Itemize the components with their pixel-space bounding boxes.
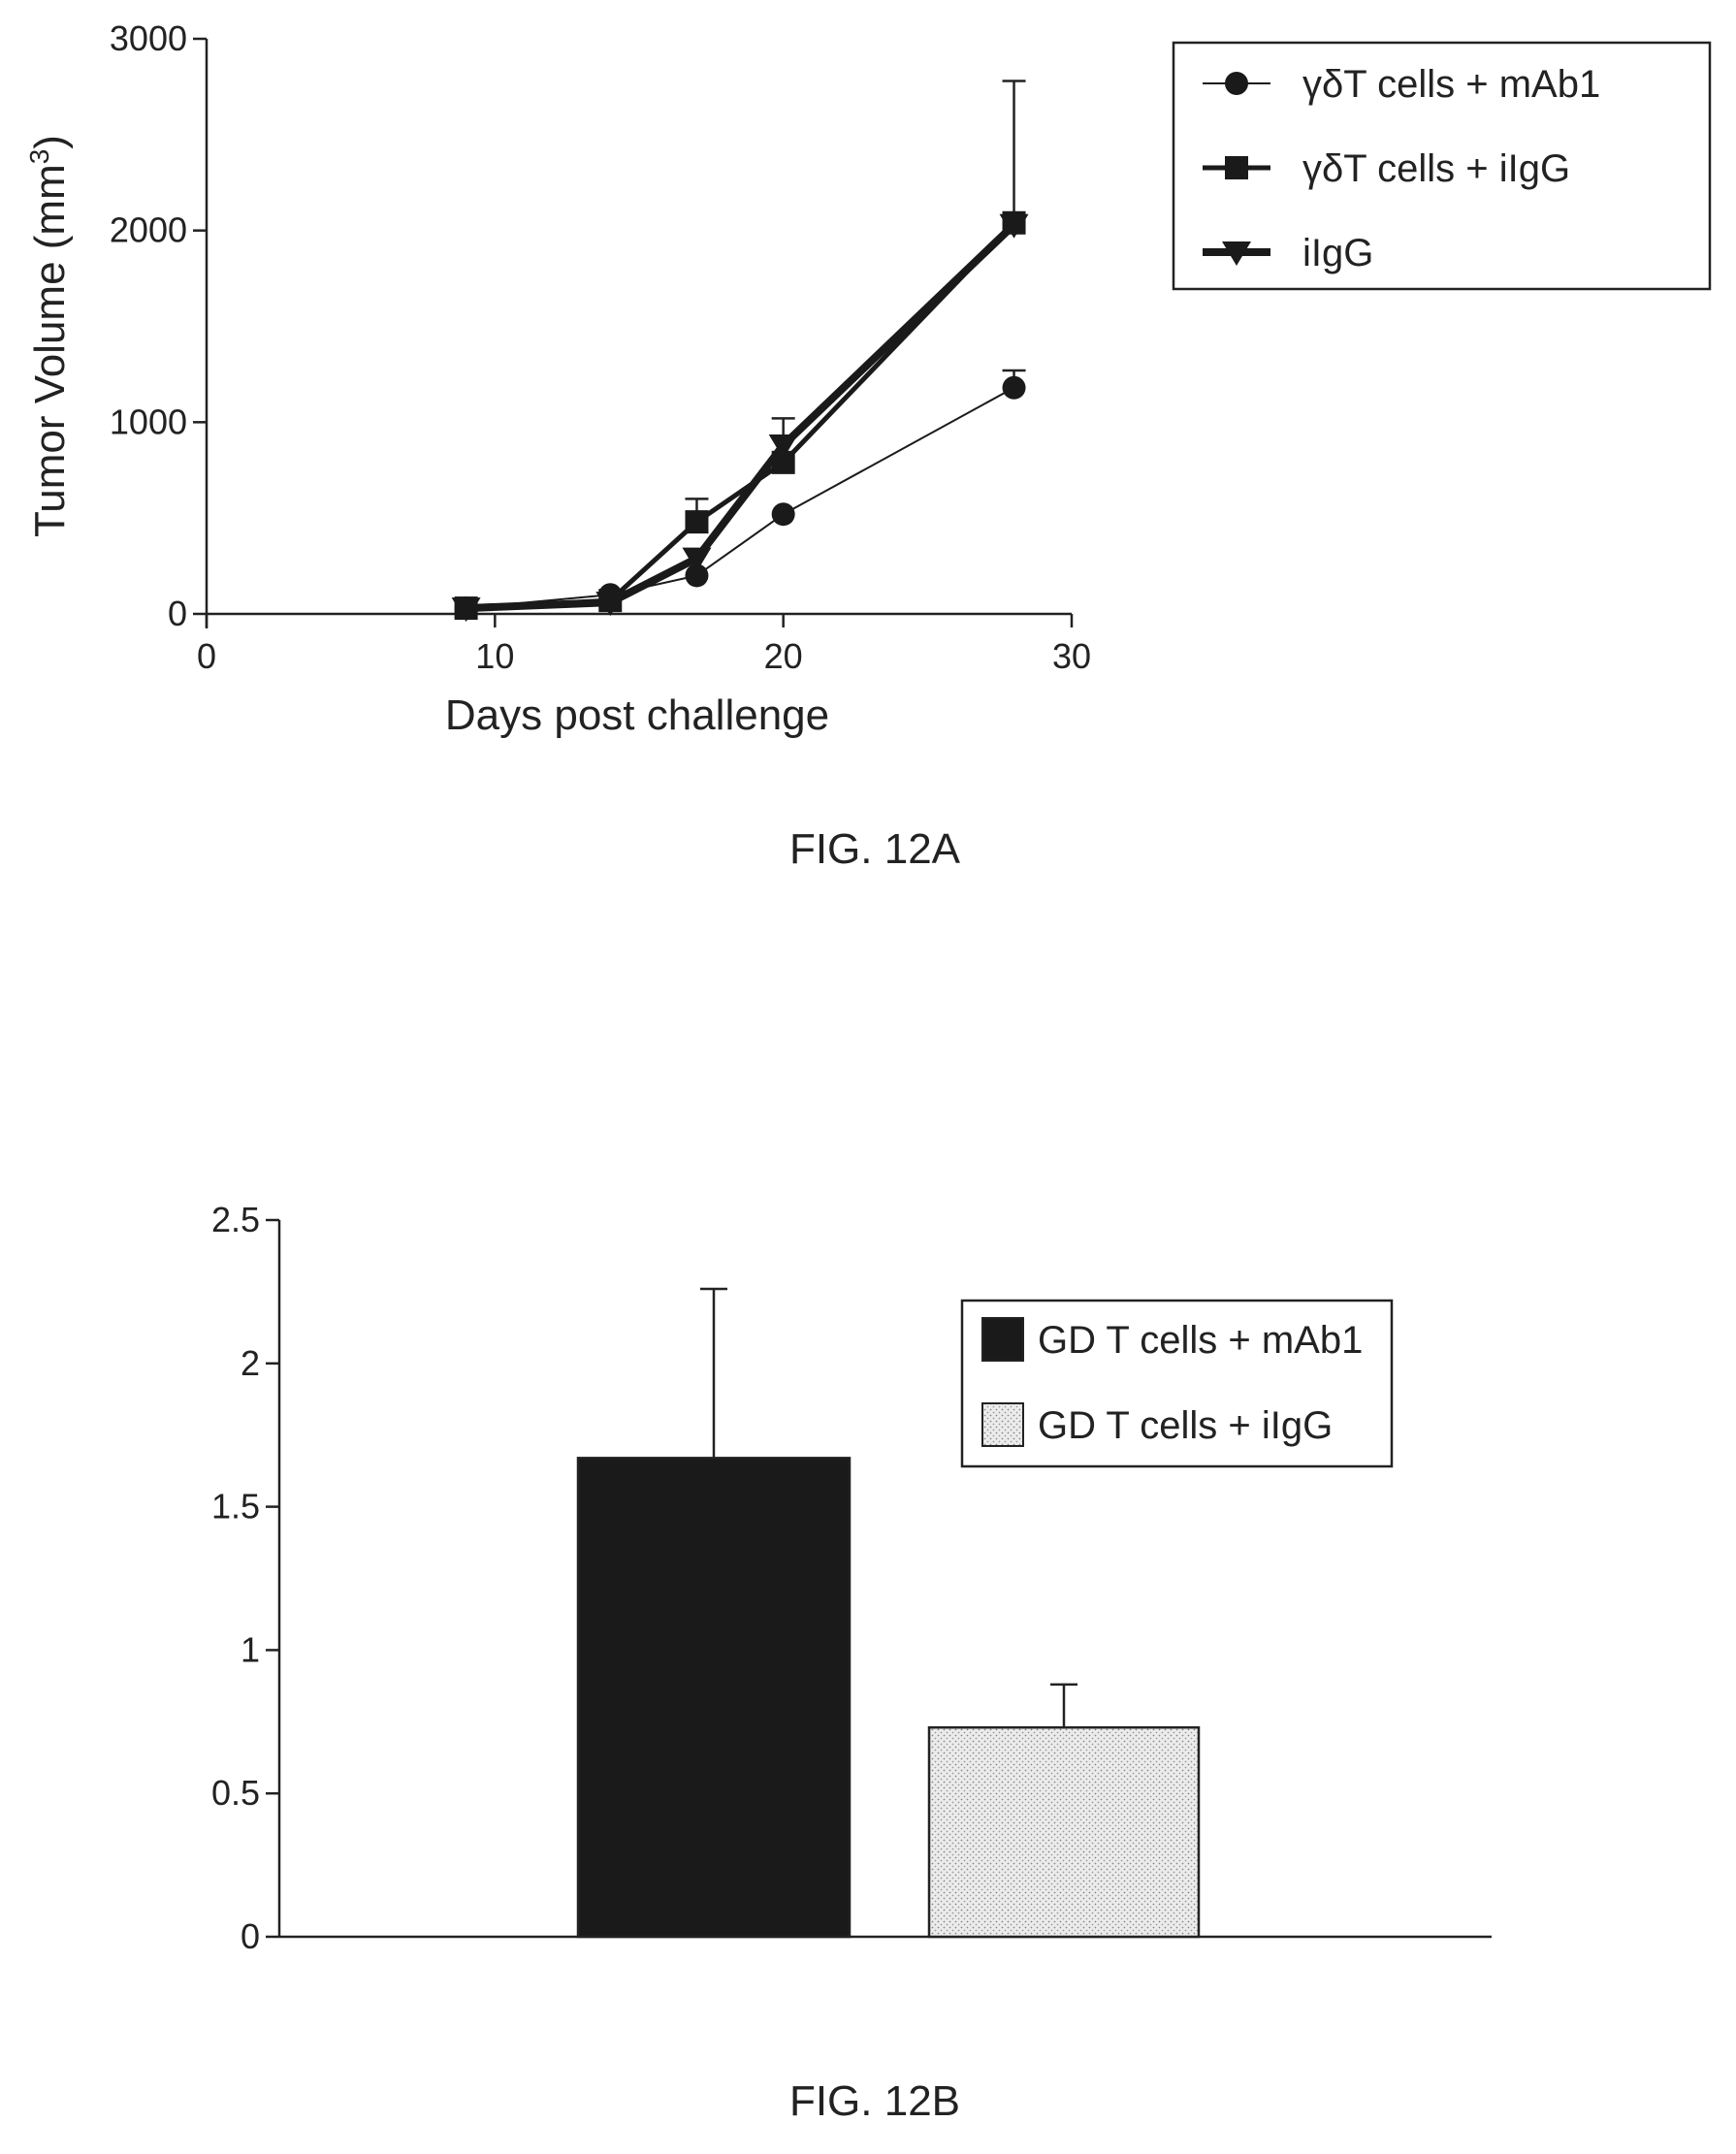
y-tick-label: 1.5	[211, 1487, 260, 1527]
series-line	[466, 221, 1016, 611]
y-tick-label: 3000	[110, 18, 187, 58]
y-tick-label: 1000	[110, 402, 187, 441]
data-point-circle	[454, 596, 478, 621]
y-tick-label: 2000	[110, 210, 187, 250]
legend-label: iIgG	[1302, 232, 1373, 274]
legend-label: GD T cells + mAb1	[1038, 1319, 1363, 1362]
series-triangle-down	[451, 213, 1029, 623]
series-line	[466, 221, 1017, 613]
legend-label: γδT cells + mAb1	[1302, 63, 1600, 106]
data-point-triangle	[682, 547, 712, 572]
y-axis-title: Tumor Volume (mm3)	[24, 135, 74, 537]
data-point-circle	[1002, 375, 1026, 400]
data-point-triangle	[1222, 241, 1251, 266]
series-square	[454, 80, 1026, 621]
data-point-circle	[598, 583, 623, 607]
bar-2	[927, 1725, 1201, 1939]
y-tick-label: 0	[168, 594, 187, 633]
y-tick-label: 0	[241, 1916, 260, 1956]
y-tick-label: 0.5	[211, 1773, 260, 1813]
x-tick-label: 20	[764, 636, 803, 676]
x-tick-label: 10	[475, 636, 514, 676]
data-point-square	[1002, 210, 1026, 235]
figure-label-12a: FIG. 12A	[789, 825, 961, 873]
legend-label: GD T cells + iIgG	[1038, 1404, 1333, 1447]
data-point-square	[1225, 156, 1248, 179]
y-tick-label: 2.5	[211, 1200, 260, 1239]
figure-label-12b: FIG. 12B	[789, 2077, 960, 2125]
legend-label: γδT cells + iIgG	[1302, 147, 1570, 190]
y-tick-label: 2	[241, 1343, 260, 1383]
data-point-circle	[685, 563, 709, 588]
line-chart-tumor-volume: 0 1000 2000 3000 0 10 20 30 Days post challenge T…	[24, 18, 1712, 873]
data-point-square	[685, 510, 709, 534]
legend-swatch	[981, 1317, 1024, 1362]
x-tick-label: 30	[1052, 636, 1091, 676]
legend: GD T cells + mAb1 GD T cells + iIgG	[960, 1299, 1394, 1468]
series-circle	[454, 369, 1026, 621]
data-point-square	[771, 450, 795, 474]
data-point-circle	[771, 502, 795, 527]
legend: γδT cells + mAb1 γδT cells + iIgG iIgG	[1172, 41, 1712, 291]
data-point-triangle	[768, 434, 798, 460]
x-tick-label: 0	[197, 636, 216, 676]
data-point-circle	[1225, 72, 1248, 95]
legend-box	[960, 1299, 1394, 1468]
bar-1	[576, 1457, 852, 1939]
x-axis-title: Days post challenge	[445, 691, 829, 739]
legend-swatch	[981, 1402, 1024, 1447]
y-tick-label: 1	[241, 1629, 260, 1669]
